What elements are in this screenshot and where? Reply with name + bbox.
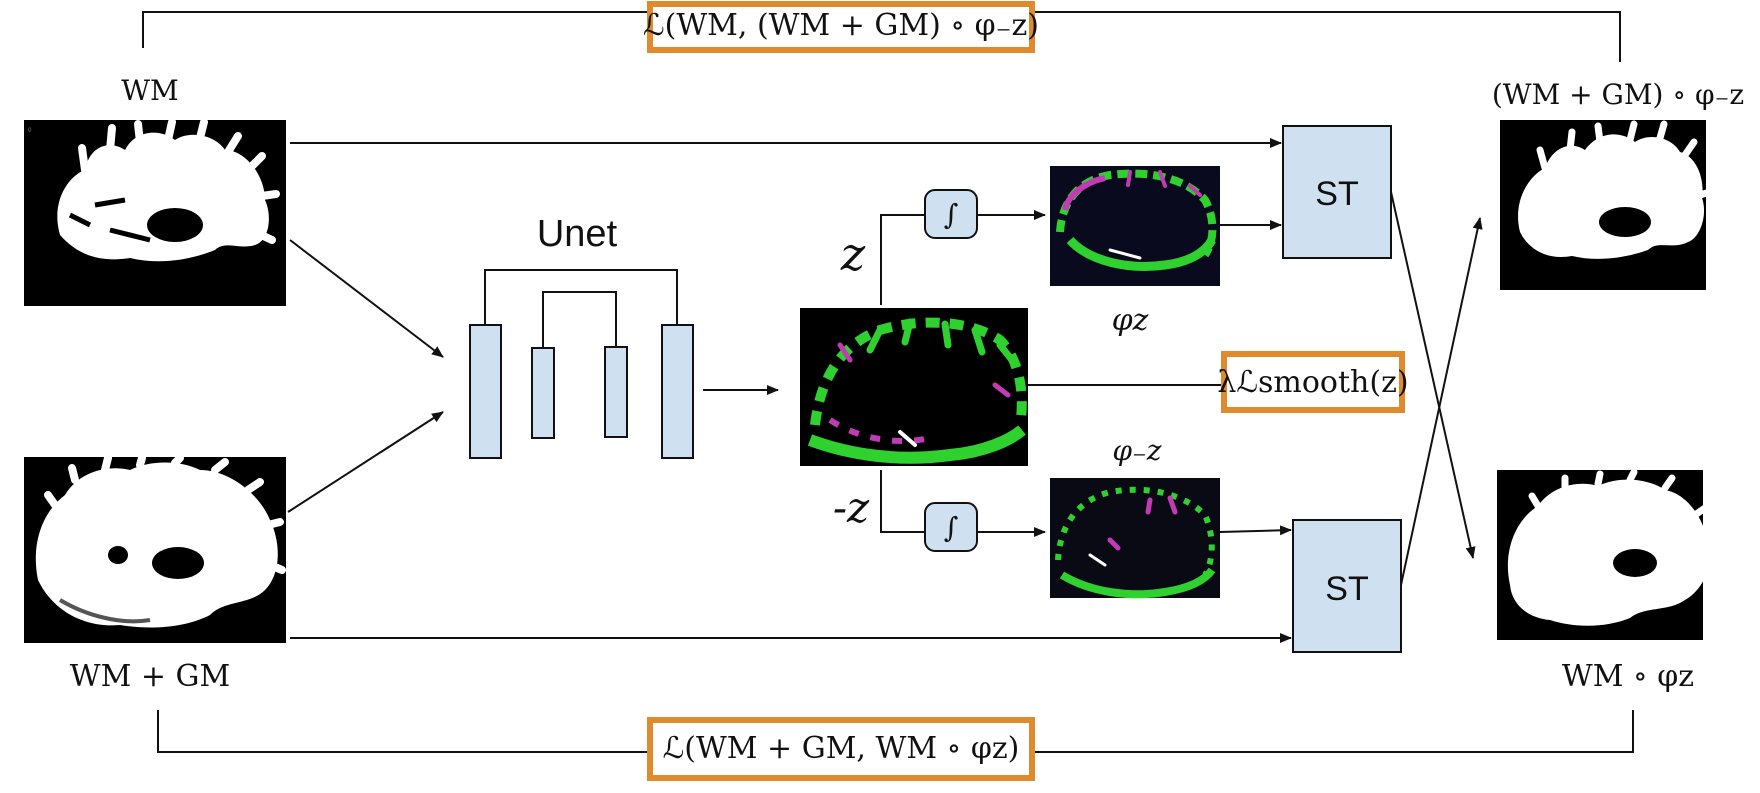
arrow-st-top-to-output-bottom	[1390, 191, 1476, 559]
output-warped-wm-label: WM ∘ φz	[1562, 659, 1694, 694]
smooth-loss-box: λℒsmooth(z)	[1217, 351, 1409, 413]
integrator-bottom-symbol: ∫	[944, 511, 959, 544]
svg-text:0: 0	[28, 128, 32, 134]
arrow-wm-to-unet	[289, 239, 444, 358]
integrator-top-symbol: ∫	[944, 198, 959, 231]
arrow-phi-neg-z-to-st-bottom	[1219, 525, 1292, 536]
unet-block	[469, 269, 694, 459]
input-wm-label: WM	[121, 74, 178, 107]
unet-decoder-1	[661, 324, 694, 459]
integrator-top: ∫	[924, 189, 978, 239]
top-loss-box: ℒ(WM, (WM + GM) ∘ φ₋z)	[643, 1, 1039, 53]
output-warped-wm-gm-image	[1500, 120, 1714, 290]
st-bottom-label: ST	[1325, 570, 1368, 608]
phi-neg-z-image	[1050, 478, 1220, 599]
bottom-loss-label: ℒ(WM + GM, WM ∘ φz)	[663, 731, 1020, 766]
output-warped-wm-gm-label: (WM + GM) ∘ φ₋z	[1492, 78, 1744, 111]
st-top-label: ST	[1315, 175, 1358, 213]
arrow-st-bottom-to-output-top	[1400, 217, 1483, 586]
st-top-block: ST	[1282, 125, 1392, 259]
phi-z-label: φz	[1112, 303, 1149, 338]
unet-encoder-1	[469, 324, 502, 459]
z-label: z	[840, 227, 866, 281]
phi-z-image	[1050, 166, 1220, 286]
input-wm-image: 0	[24, 118, 286, 306]
input-wm-gm-label: WM + GM	[70, 659, 230, 694]
unet-label: Unet	[537, 213, 618, 255]
integrator-bottom: ∫	[924, 502, 978, 552]
phi-neg-z-label: φ₋z	[1112, 434, 1161, 467]
top-loss-label: ℒ(WM, (WM + GM) ∘ φ₋z)	[643, 8, 1039, 43]
unet-encoder-2	[531, 347, 555, 439]
output-warped-wm-image	[1497, 468, 1716, 640]
unet-decoder-2	[604, 346, 628, 438]
st-bottom-block: ST	[1292, 519, 1402, 653]
neg-z-label: -z	[833, 483, 870, 532]
wire-neg-z-to-integrator	[880, 470, 925, 533]
arrow-wm-gm-to-unet	[287, 411, 444, 513]
bottom-loss-box: ℒ(WM + GM, WM ∘ φz)	[647, 717, 1035, 781]
input-wm-gm-image	[24, 454, 286, 643]
wire-z-to-integrator	[880, 214, 925, 305]
smooth-loss-label: λℒsmooth(z)	[1217, 365, 1408, 400]
z-field-image	[800, 308, 1028, 466]
